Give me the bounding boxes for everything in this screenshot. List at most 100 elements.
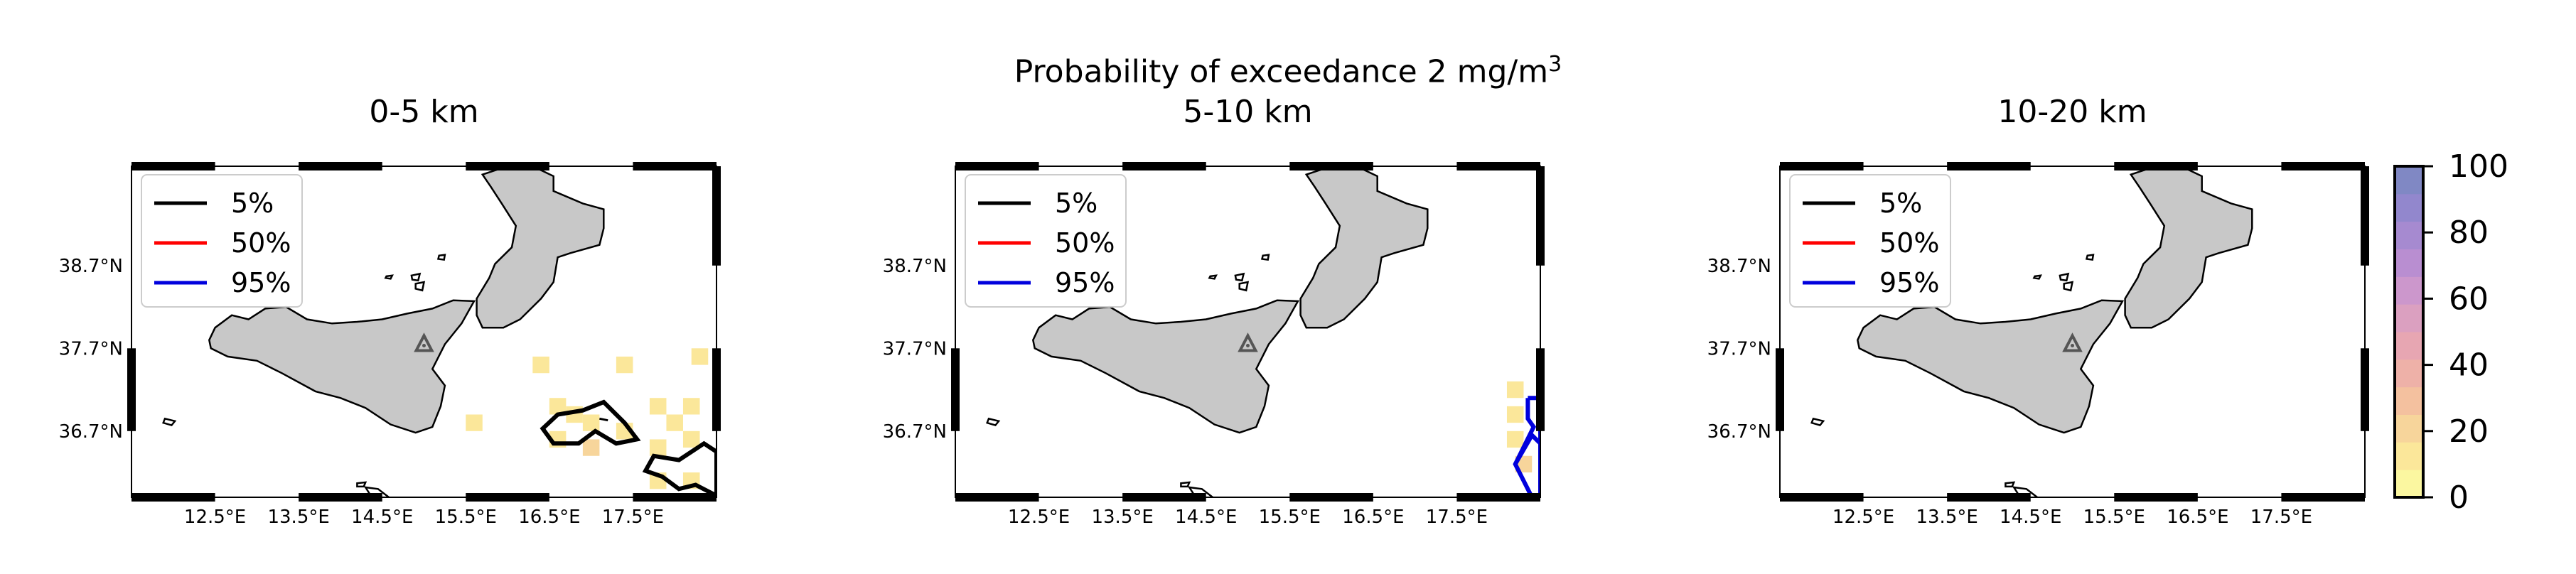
contour-5-percent <box>642 440 717 497</box>
legend-box <box>965 174 1127 308</box>
x-tick-label: 12.5°E <box>184 507 246 528</box>
frame-segment <box>1776 348 1784 431</box>
probability-cell <box>582 414 600 431</box>
colorbar-segment <box>2395 276 2423 305</box>
x-tick-label: 17.5°E <box>1426 507 1488 528</box>
contour-5-percent <box>599 417 608 422</box>
x-tick-label: 17.5°E <box>2250 507 2312 528</box>
map-frame <box>955 166 1541 498</box>
frame-segment <box>2281 162 2365 170</box>
frame-segment <box>466 493 549 502</box>
frame-segment <box>1289 162 1373 170</box>
frame-segment <box>1456 162 1540 170</box>
y-tick-label: 36.7°N <box>1707 421 1771 443</box>
legend-label: 95% <box>1055 267 1115 298</box>
colorbar-tick-label: 40 <box>2449 347 2489 384</box>
calabria-landmass <box>476 166 605 329</box>
colorbar: 0 20 40 60 80 100 <box>2393 148 2508 516</box>
colorbar-segment <box>2395 166 2423 195</box>
panel-title-0-5km: 0-5 km <box>369 94 479 130</box>
figure-title: Probability of exceedance 2 mg/m3 <box>1014 52 1562 90</box>
island-outline <box>363 486 391 497</box>
island-outline <box>2059 272 2070 282</box>
frame-segment <box>955 162 1039 170</box>
island-outline <box>1208 274 1218 280</box>
x-tick-label: 16.5°E <box>2167 507 2228 528</box>
island-outline <box>1260 254 1270 261</box>
colorbar-segment <box>2395 193 2423 222</box>
probability-cell <box>532 356 549 374</box>
map-panel-2: 12.5°E 13.5°E 14.5°E 15.5°E 16.5°E 17.5°E 38.7… <box>883 162 1545 528</box>
colorbar-segment <box>2395 359 2423 388</box>
calabria-landmass <box>1299 166 1429 329</box>
volcano-marker-dot <box>1246 343 1250 347</box>
legend-label: 50% <box>1055 227 1115 259</box>
panel-title-5-10km: 5-10 km <box>1183 94 1313 130</box>
x-tick-label: 12.5°E <box>1008 507 1070 528</box>
map-frame <box>131 166 717 498</box>
x-tick-label: 13.5°E <box>267 507 329 528</box>
frame-segment <box>1289 493 1373 502</box>
volcano-marker-dot <box>422 343 426 347</box>
probability-cell <box>466 414 483 431</box>
legend-label: 5% <box>231 188 274 219</box>
x-tick-label: 13.5°E <box>1916 507 1977 528</box>
probability-cell <box>666 414 683 431</box>
y-tick-label: 38.7°N <box>59 256 123 277</box>
frame-segment <box>127 348 136 431</box>
island-outline <box>384 274 394 280</box>
probability-cell <box>649 398 667 415</box>
colorbar-segment <box>2395 332 2423 360</box>
probability-cell <box>616 356 633 374</box>
map-panel-3: 12.5°E 13.5°E 14.5°E 15.5°E 16.5°E 17.5°E 38.7… <box>1707 162 2369 528</box>
island-outline <box>162 417 177 427</box>
frame-segment <box>1780 493 1864 502</box>
probability-cell <box>682 430 700 448</box>
island-outline <box>2032 274 2042 280</box>
legend-box <box>141 174 303 308</box>
colorbar-segment <box>2395 414 2423 443</box>
frame-segment <box>132 162 215 170</box>
x-tick-label: 15.5°E <box>2083 507 2145 528</box>
contour-95-percent <box>1513 396 1540 497</box>
frame-segment <box>1536 166 1545 266</box>
island-outline <box>1180 481 1191 488</box>
legend-label: 5% <box>1879 188 1922 219</box>
frame-segment <box>951 348 960 431</box>
probability-cell <box>649 439 667 456</box>
legend-label: 95% <box>231 267 291 298</box>
island-outline <box>2005 481 2016 488</box>
frame-segment <box>299 162 382 170</box>
island-outline <box>1187 486 1215 497</box>
frame-segment <box>132 493 215 502</box>
y-tick-label: 38.7°N <box>1707 256 1771 277</box>
frame-segment <box>1536 348 1545 431</box>
colorbar-segment <box>2395 442 2423 470</box>
contour-5-percent <box>540 399 641 446</box>
colorbar-frame <box>2393 165 2425 499</box>
volcano-marker <box>1238 332 1258 352</box>
island-outline <box>1238 281 1250 292</box>
x-tick-label: 14.5°E <box>2000 507 2061 528</box>
panel-title-10-20km: 10-20 km <box>1997 94 2147 130</box>
legend-label: 50% <box>231 227 291 259</box>
island-outline <box>986 417 1001 427</box>
y-tick-label: 36.7°N <box>883 421 947 443</box>
frame-segment <box>2114 162 2198 170</box>
colorbar-tick-label: 0 <box>2449 480 2469 516</box>
frame-segment <box>466 162 549 170</box>
contour-95-percent <box>1513 431 1540 465</box>
probability-cell <box>691 348 709 365</box>
legend-label: 95% <box>1879 267 1939 298</box>
legend-label: 50% <box>1879 227 1939 259</box>
island-outline <box>410 272 422 282</box>
colorbar-tick-label: 100 <box>2449 148 2508 185</box>
colorbar-segment <box>2395 249 2423 277</box>
y-tick-label: 37.7°N <box>1707 338 1771 359</box>
y-tick-label: 37.7°N <box>59 338 123 359</box>
probability-cell <box>549 398 567 415</box>
x-tick-label: 14.5°E <box>351 507 413 528</box>
island-outline <box>414 281 426 292</box>
y-tick-label: 38.7°N <box>883 256 947 277</box>
